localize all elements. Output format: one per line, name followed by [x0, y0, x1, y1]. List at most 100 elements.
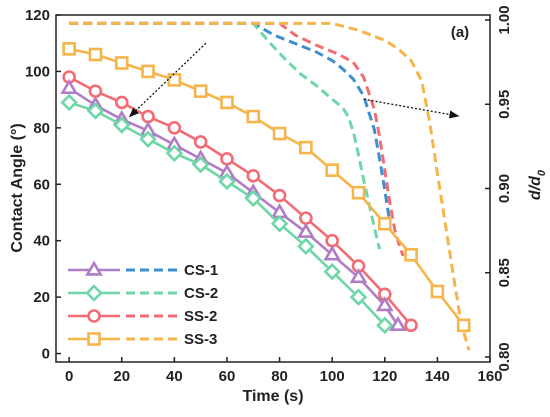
y-axis-title: Contact Angle (°): [9, 123, 26, 252]
legend-marker: [87, 332, 101, 346]
y-tick-label: 40: [33, 233, 50, 250]
data-point: [60, 78, 79, 95]
x-tick-label: 140: [425, 368, 450, 385]
y2-axis-title: d/d0: [527, 169, 548, 200]
data-point: [220, 95, 234, 110]
data-point: [244, 189, 262, 208]
data-point: [114, 95, 129, 110]
x-tick-label: 60: [219, 368, 236, 385]
data-point: [141, 109, 155, 124]
data-point: [404, 318, 418, 333]
contact-angle-series-ss-3: [62, 42, 471, 333]
diameter-line-cs-1: [69, 21, 392, 225]
series-layer: [60, 21, 471, 351]
data-point: [456, 318, 471, 333]
data-point: [165, 144, 184, 162]
y2-tick-label: 0.95: [496, 90, 513, 119]
legend-marker: [85, 284, 103, 302]
data-point: [323, 263, 341, 281]
y-tick-label: 100: [25, 63, 50, 80]
legend-label: CS-1: [184, 262, 218, 279]
y-tick-label: 80: [33, 120, 50, 137]
data-point: [246, 169, 261, 183]
diameter-line-cs-2: [69, 21, 381, 250]
data-point: [114, 56, 129, 70]
legend: CS-1 CS-2 SS-2 SS-3: [68, 260, 218, 348]
diameter-line-ss-2: [69, 21, 405, 257]
y-tick-label: 0: [42, 346, 50, 363]
data-point: [377, 216, 392, 231]
data-point: [297, 237, 315, 256]
y2-axis-title-sub: 0: [536, 169, 548, 176]
trend-arrow-contact-angle: [128, 42, 207, 118]
arrow-layer: [128, 42, 460, 119]
y-tick-label: 60: [33, 176, 50, 193]
x-tick-label: 100: [320, 368, 345, 385]
legend-entry-ss-2: SS-2: [68, 308, 217, 325]
data-point: [193, 135, 208, 149]
data-point: [430, 284, 445, 299]
legend-marker: [87, 309, 101, 323]
data-point: [349, 288, 368, 306]
y2-tick-label: 0.85: [496, 258, 513, 287]
data-point: [113, 116, 131, 134]
panel-label: (a): [451, 24, 469, 41]
y2-tick-label: 0.80: [496, 342, 513, 371]
data-point: [60, 93, 78, 112]
contact-angle-series-cs-2: [60, 93, 394, 335]
legend-entry-cs-2: CS-2: [68, 284, 218, 302]
x-axis-title: Time (s): [242, 388, 303, 405]
data-point: [323, 245, 342, 261]
legend-entry-ss-3: SS-3: [68, 331, 217, 348]
legend-label: SS-3: [184, 331, 217, 348]
data-point: [191, 155, 210, 174]
data-point: [167, 121, 182, 135]
x-axis-ticks: 0 20 40 60 80 100 120 140 160: [65, 357, 503, 385]
data-point: [141, 64, 155, 79]
x-tick-label: 0: [65, 368, 73, 385]
data-point: [325, 163, 339, 177]
legend-label: CS-2: [184, 285, 218, 302]
legend-label: SS-2: [184, 308, 217, 325]
data-point: [349, 267, 368, 284]
data-point: [351, 185, 366, 200]
data-point: [88, 47, 103, 62]
data-point: [62, 42, 76, 56]
data-point: [389, 315, 407, 332]
data-point: [325, 233, 339, 248]
y2-tick-label: 0.90: [496, 174, 513, 203]
legend-marker: [85, 260, 103, 276]
x-tick-label: 80: [271, 368, 288, 385]
x-tick-label: 160: [477, 368, 502, 385]
y-axis-ticks: 0 20 40 60 80 100 120: [25, 7, 61, 363]
data-point: [270, 215, 289, 233]
data-point: [86, 102, 105, 120]
data-point: [218, 172, 236, 191]
data-point: [139, 130, 157, 148]
x-tick-label: 40: [166, 368, 183, 385]
data-point: [272, 188, 287, 203]
y2-tick-label: 1.00: [496, 5, 513, 34]
data-point: [297, 222, 315, 238]
y2-axis-title-main: d/d: [527, 175, 544, 200]
data-point: [272, 126, 287, 141]
data-point: [299, 140, 313, 155]
y-tick-label: 120: [25, 7, 50, 24]
data-point: [376, 316, 394, 335]
data-point: [193, 84, 208, 98]
trend-arrow-diameter: [363, 98, 460, 119]
data-point: [88, 84, 103, 98]
x-tick-label: 20: [113, 368, 130, 385]
data-point: [404, 247, 418, 262]
x-tick-label: 120: [372, 368, 397, 385]
y2-axis-ticks: 0.80 0.85 0.90 0.95 1.00: [485, 5, 513, 372]
data-point: [167, 73, 182, 87]
contact-angle-line: [68, 47, 465, 327]
data-point: [220, 152, 234, 166]
data-point: [375, 296, 394, 312]
legend-entry-cs-1: CS-1: [68, 260, 218, 279]
y-tick-label: 20: [33, 289, 50, 306]
data-point: [246, 109, 261, 124]
data-point: [299, 211, 313, 225]
